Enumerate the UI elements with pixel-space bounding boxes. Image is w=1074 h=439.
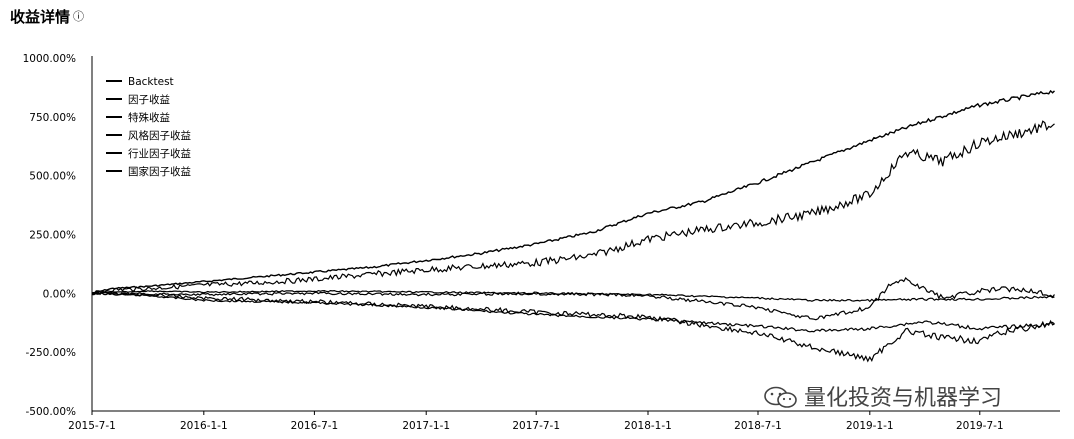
legend-item-label: 风格因子收益	[128, 129, 191, 142]
legend-item-label: 行业因子收益	[128, 147, 191, 160]
legend-item-label: 国家因子收益	[128, 165, 191, 178]
x-tick-label: 2019-7-1	[956, 420, 1004, 432]
series-line-3	[91, 292, 1055, 333]
watermark: 量化投资与机器学习	[762, 380, 1002, 412]
series-line-1	[91, 120, 1055, 295]
y-tick-label: -250.00%	[25, 347, 76, 359]
y-tick-label: 0.00%	[43, 288, 76, 300]
series-line-0	[91, 89, 1055, 294]
y-tick-label: 750.00%	[29, 112, 76, 124]
series-line-5	[91, 277, 1055, 321]
wechat-icon	[764, 386, 797, 408]
x-tick-label: 2015-7-1	[68, 420, 116, 432]
x-tick-label: 2017-7-1	[512, 420, 560, 432]
watermark-text: 量化投资与机器学习	[804, 386, 1003, 411]
chart-title: 收益详情 ⓘ	[10, 6, 84, 27]
series-line-2	[91, 289, 1055, 303]
series-line-4	[92, 291, 1055, 363]
x-tick-label: 2019-1-1	[846, 420, 894, 432]
x-tick-label: 2016-7-1	[291, 420, 339, 432]
legend-item-label: Backtest	[128, 76, 174, 88]
info-icon[interactable]: ⓘ	[73, 10, 85, 23]
y-tick-label: 250.00%	[29, 230, 76, 242]
y-tick-label: -500.00%	[25, 406, 76, 418]
x-tick-label: 2016-1-1	[180, 420, 228, 432]
y-tick-label: 1000.00%	[23, 53, 76, 65]
y-tick-label: 500.00%	[29, 171, 76, 183]
x-tick-label: 2017-1-1	[402, 420, 450, 432]
legend-item-label: 特殊收益	[128, 111, 170, 124]
legend-item-label: 因子收益	[128, 93, 170, 106]
x-tick-label: 2018-1-1	[624, 420, 672, 432]
x-tick-label: 2018-7-1	[734, 420, 782, 432]
chart-title-text: 收益详情	[10, 8, 71, 26]
